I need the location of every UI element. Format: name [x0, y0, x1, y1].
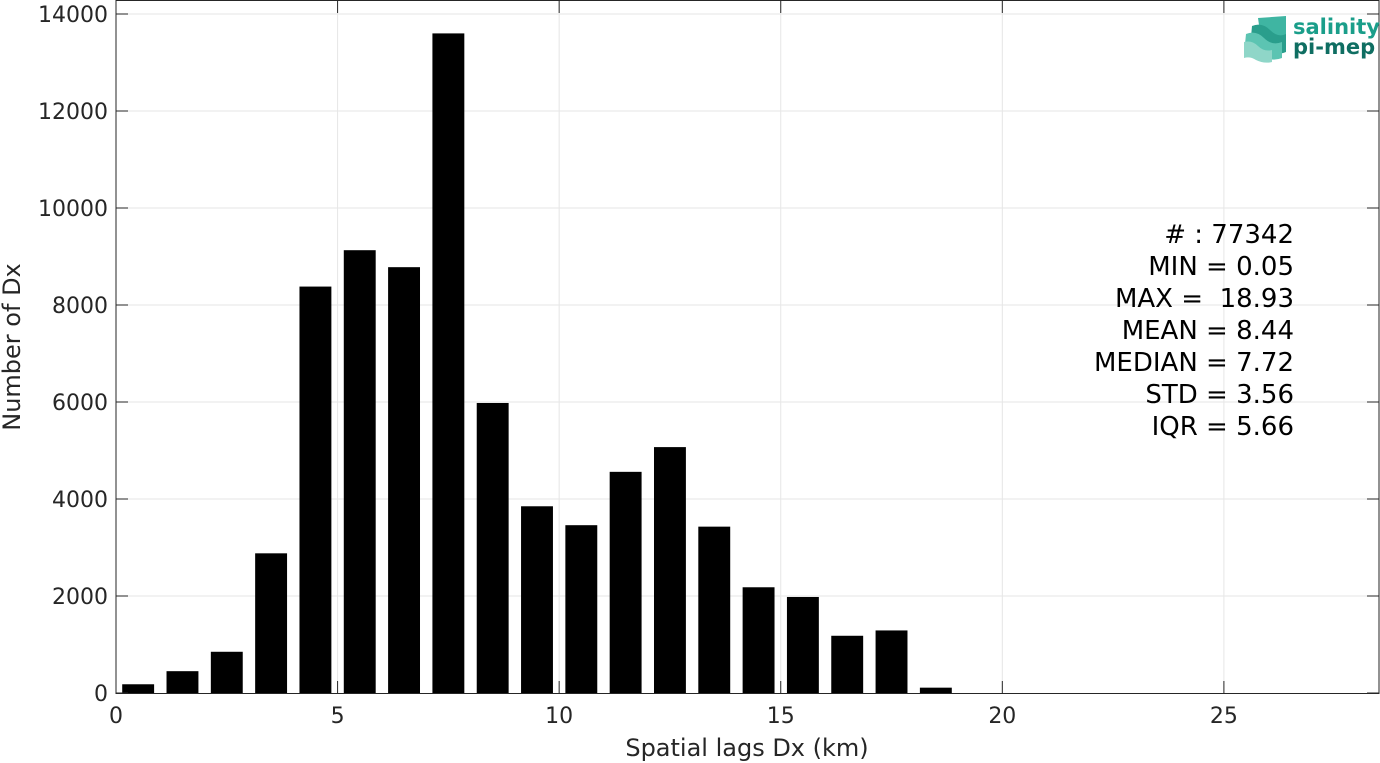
bars	[122, 33, 952, 693]
histogram-bar	[565, 525, 598, 693]
histogram-bar	[343, 250, 376, 693]
y-tick-label: 10000	[38, 197, 108, 222]
x-tick-label: 20	[988, 704, 1016, 729]
stat-count: # : 77342	[1164, 220, 1294, 250]
x-tick-label: 15	[767, 704, 795, 729]
y-tick-label: 0	[94, 682, 108, 707]
salinity-pimep-logo: salinity pi-mep	[1244, 15, 1380, 63]
histogram-bar	[831, 635, 864, 693]
wave-stack-icon	[1244, 16, 1286, 63]
histogram-bar	[742, 587, 775, 693]
stat-max: MAX = 18.93	[1115, 284, 1294, 314]
logo-text-line2: pi-mep	[1293, 35, 1375, 59]
y-tick-label: 4000	[52, 488, 108, 513]
histogram-bar	[299, 286, 332, 693]
histogram-bar	[476, 402, 509, 693]
x-axis-label: Spatial lags Dx (km)	[625, 734, 868, 762]
histogram-bar	[698, 526, 731, 693]
stat-min: MIN = 0.05	[1148, 252, 1294, 282]
y-axis-label: Number of Dx	[0, 263, 26, 430]
logo-text-line1: salinity	[1293, 15, 1380, 39]
x-tick-label: 5	[331, 704, 345, 729]
x-tick-label: 25	[1210, 704, 1238, 729]
stat-median: MEDIAN = 7.72	[1094, 348, 1294, 378]
stat-iqr: IQR = 5.66	[1152, 412, 1294, 442]
y-tick-label: 8000	[52, 294, 108, 319]
plot-frame	[115, 0, 1380, 694]
histogram-bar	[521, 506, 553, 693]
histogram-bar	[609, 471, 642, 693]
stat-mean: MEAN = 8.44	[1122, 316, 1294, 346]
x-tick-label: 10	[545, 704, 573, 729]
histogram-bar	[122, 684, 155, 693]
stat-std: STD = 3.56	[1145, 380, 1294, 410]
axis-ticks: 0 5 10 15 20 25 0 2000 4000 6000 8000 10000 12000 140…	[38, 1, 1379, 729]
y-tick-label: 2000	[52, 585, 108, 610]
stats-annotation: # : 77342 MIN = 0.05 MAX = 18.93 MEAN = …	[1094, 220, 1294, 442]
x-tick-label: 0	[109, 704, 123, 729]
histogram-bar	[875, 630, 908, 693]
y-tick-label: 14000	[38, 3, 108, 28]
y-tick-label: 12000	[38, 100, 108, 125]
histogram-bar	[388, 267, 421, 693]
histogram-bar	[919, 687, 952, 693]
histogram-bar	[432, 33, 465, 693]
y-tick-label: 6000	[52, 391, 108, 416]
histogram-bar	[255, 553, 288, 693]
histogram-bar	[210, 651, 243, 693]
histogram-bar	[653, 447, 686, 693]
histogram-bar	[786, 596, 819, 693]
histogram-bar	[166, 671, 199, 693]
